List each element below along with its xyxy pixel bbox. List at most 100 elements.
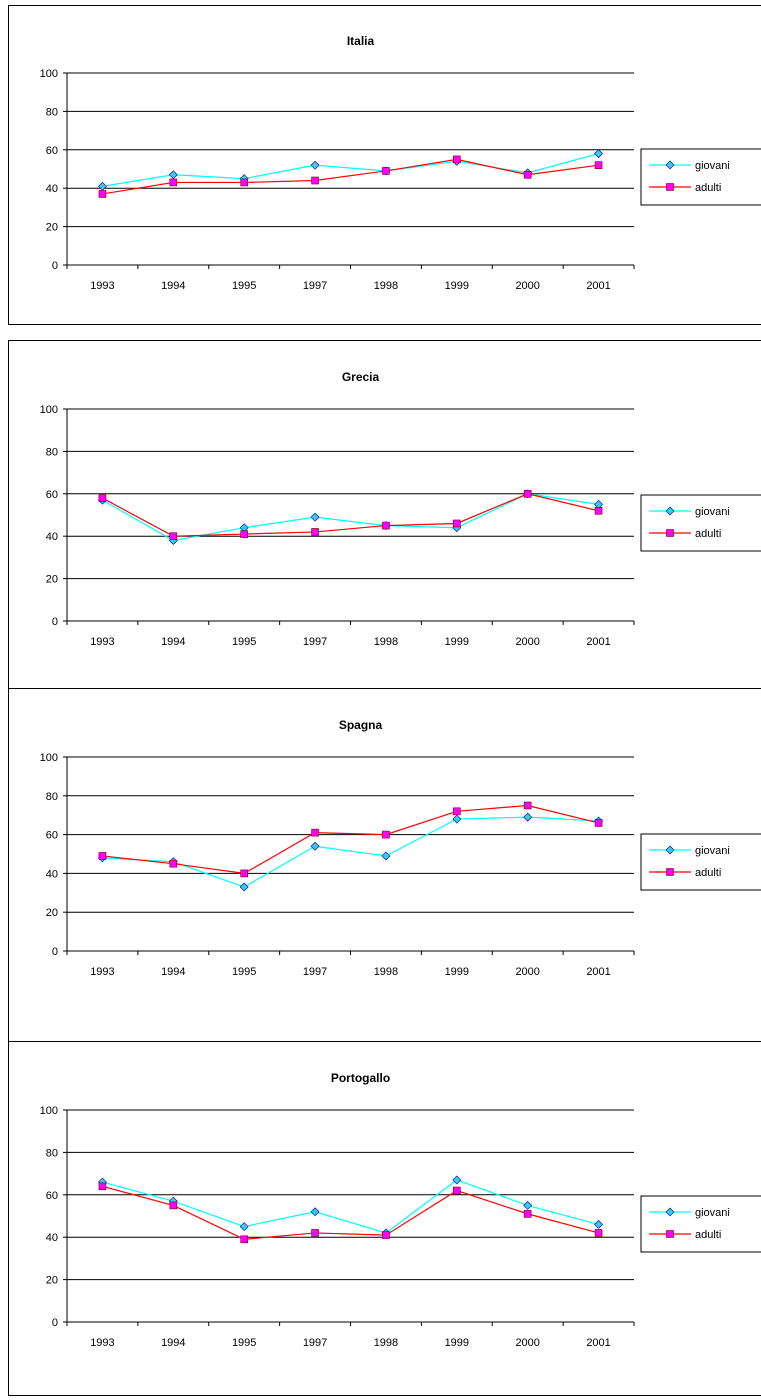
y-tick-label: 0 [52, 946, 58, 958]
data-point-adulti [523, 1210, 532, 1218]
x-tick-label: 1994 [161, 636, 185, 648]
series-line-adulti [102, 804, 599, 875]
chart-title: Italia [347, 34, 375, 48]
data-point-adulti [453, 519, 461, 528]
y-tick-label: 60 [46, 830, 58, 842]
chart-title: Portogallo [331, 1071, 390, 1085]
x-tick-label: 1999 [445, 966, 469, 978]
data-point-adulti [453, 155, 461, 164]
legend-label-giovani: giovani [695, 845, 730, 857]
legend-label-giovani: giovani [695, 506, 730, 518]
data-point-adulti [240, 1235, 248, 1244]
x-tick-label: 1997 [303, 1337, 327, 1349]
legend: giovani adulti [640, 494, 761, 552]
data-point-giovani [594, 149, 603, 159]
data-point-adulti [169, 532, 178, 540]
data-point-giovani [523, 812, 533, 822]
data-point-adulti [311, 528, 319, 536]
data-point-adulti [240, 178, 248, 187]
y-tick-label: 20 [46, 1275, 58, 1287]
series-line-giovani [102, 493, 599, 542]
series-line-adulti [102, 493, 599, 537]
y-tick-label: 20 [46, 574, 58, 586]
x-tick-label: 2001 [586, 280, 610, 292]
x-tick-label: 1998 [374, 1337, 398, 1349]
data-point-giovani [452, 814, 462, 824]
data-point-giovani [239, 882, 249, 892]
y-tick-label: 0 [52, 616, 58, 628]
data-point-giovani [381, 851, 391, 861]
data-point-giovani [523, 1200, 533, 1210]
series-line-adulti [102, 1185, 599, 1240]
x-tick-label: 1995 [232, 636, 256, 648]
data-point-giovani [98, 181, 107, 191]
y-tick-label: 100 [40, 68, 58, 80]
data-point-adulti [169, 1201, 178, 1210]
data-point-adulti [523, 801, 532, 810]
legend-marker-adulti [666, 183, 674, 191]
y-tick-label: 80 [46, 106, 58, 118]
y-tick-label: 60 [46, 1190, 58, 1202]
y-tick-label: 0 [52, 260, 58, 272]
x-tick-label: 1999 [445, 636, 469, 648]
series-line-giovani [102, 1179, 599, 1234]
y-tick-label: 60 [46, 489, 58, 501]
x-tick-label: 1993 [90, 1337, 114, 1349]
y-tick-label: 40 [46, 868, 58, 880]
x-tick-label: 1997 [303, 966, 327, 978]
legend-box [640, 1195, 761, 1253]
chart-svg: Spagna 0 20 40 60 80 100 1993 1994 1995 1997 1998 19… [40, 718, 761, 978]
y-tick-label: 40 [46, 1232, 58, 1244]
y-tick-label: 100 [40, 752, 58, 764]
data-point-adulti [240, 530, 248, 538]
data-point-giovani [310, 1207, 320, 1217]
data-point-adulti [453, 807, 461, 816]
legend-label-giovani: giovani [695, 160, 730, 172]
y-tick-label: 40 [46, 183, 58, 195]
x-tick-label: 1995 [232, 966, 256, 978]
data-point-adulti [382, 830, 390, 839]
y-tick-label: 100 [40, 1105, 58, 1117]
data-point-adulti [523, 490, 532, 498]
data-point-adulti [169, 859, 178, 868]
y-tick-label: 80 [46, 446, 58, 458]
legend-marker-giovani [665, 845, 675, 855]
x-tick-label: 1994 [161, 280, 185, 292]
data-point-giovani [239, 1222, 249, 1232]
data-point-adulti [523, 170, 532, 179]
x-tick-label: 1993 [90, 280, 114, 292]
x-tick-label: 2000 [515, 636, 539, 648]
legend: giovani adulti [640, 1195, 761, 1253]
x-tick-label: 1994 [161, 1337, 185, 1349]
data-point-adulti [169, 178, 178, 187]
chart-panel-3: Portogallo 0 20 40 60 80 100 1993 1994 1995 1997 19… [8, 1041, 761, 1396]
legend-marker-giovani [665, 1207, 675, 1217]
legend-marker-giovani [665, 160, 675, 170]
chart-title: Spagna [339, 718, 383, 732]
chart-title: Grecia [342, 370, 380, 384]
x-tick-label: 1999 [445, 1337, 469, 1349]
legend-label-giovani: giovani [695, 1207, 730, 1219]
legend-label-adulti: adulti [695, 867, 721, 879]
data-point-adulti [453, 1186, 461, 1195]
legend: giovani adulti [640, 833, 761, 891]
data-point-giovani [310, 841, 320, 851]
x-tick-label: 1998 [374, 966, 398, 978]
x-tick-label: 1995 [232, 280, 256, 292]
data-point-adulti [594, 1229, 603, 1237]
legend-marker-adulti [666, 1230, 674, 1238]
data-point-adulti [382, 167, 390, 175]
chart-svg: Portogallo 0 20 40 60 80 100 1993 1994 1995 1997 19… [40, 1071, 761, 1349]
series-line-adulti [102, 158, 599, 195]
legend-box [640, 494, 761, 552]
y-tick-label: 100 [40, 404, 58, 416]
legend-label-adulti: adulti [695, 528, 721, 540]
data-point-giovani [452, 1175, 462, 1185]
data-point-adulti [98, 852, 107, 860]
data-point-adulti [311, 1229, 319, 1237]
x-tick-label: 2001 [586, 636, 610, 648]
legend: giovani adulti [640, 148, 761, 206]
data-point-adulti [98, 494, 107, 502]
data-point-giovani [310, 512, 320, 522]
legend-marker-adulti [666, 529, 674, 537]
